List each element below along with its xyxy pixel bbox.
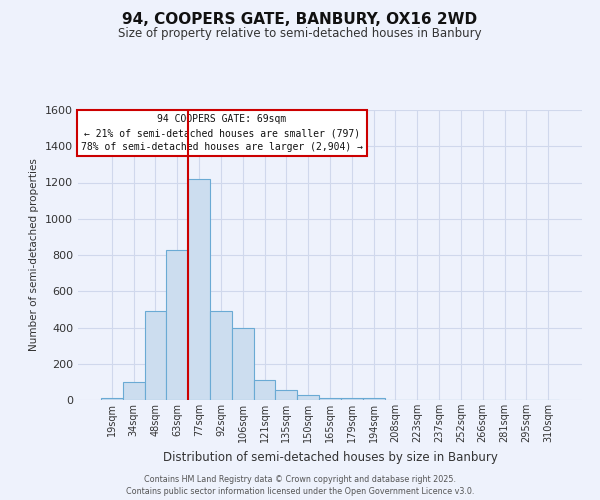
Bar (319, 398, 341, 400)
Text: Contains HM Land Registry data © Crown copyright and database right 2025.: Contains HM Land Registry data © Crown c… (144, 476, 456, 484)
Bar (145, 311, 166, 400)
Bar (101, 398, 123, 400)
Bar (254, 380, 275, 400)
Text: Distribution of semi-detached houses by size in Banbury: Distribution of semi-detached houses by … (163, 451, 497, 464)
Bar (341, 398, 363, 400)
Bar (363, 398, 385, 400)
Bar (297, 396, 319, 400)
Bar (210, 311, 232, 400)
Text: Size of property relative to semi-detached houses in Banbury: Size of property relative to semi-detach… (118, 28, 482, 40)
Bar (232, 328, 254, 400)
Y-axis label: Number of semi-detached properties: Number of semi-detached properties (29, 158, 40, 352)
Bar (166, 250, 188, 400)
Text: 94 COOPERS GATE: 69sqm
← 21% of semi-detached houses are smaller (797)
78% of se: 94 COOPERS GATE: 69sqm ← 21% of semi-det… (80, 114, 362, 152)
Text: Contains public sector information licensed under the Open Government Licence v3: Contains public sector information licen… (126, 486, 474, 496)
Bar (123, 382, 145, 400)
Bar (275, 390, 297, 400)
Text: 94, COOPERS GATE, BANBURY, OX16 2WD: 94, COOPERS GATE, BANBURY, OX16 2WD (122, 12, 478, 28)
Bar (188, 179, 210, 400)
